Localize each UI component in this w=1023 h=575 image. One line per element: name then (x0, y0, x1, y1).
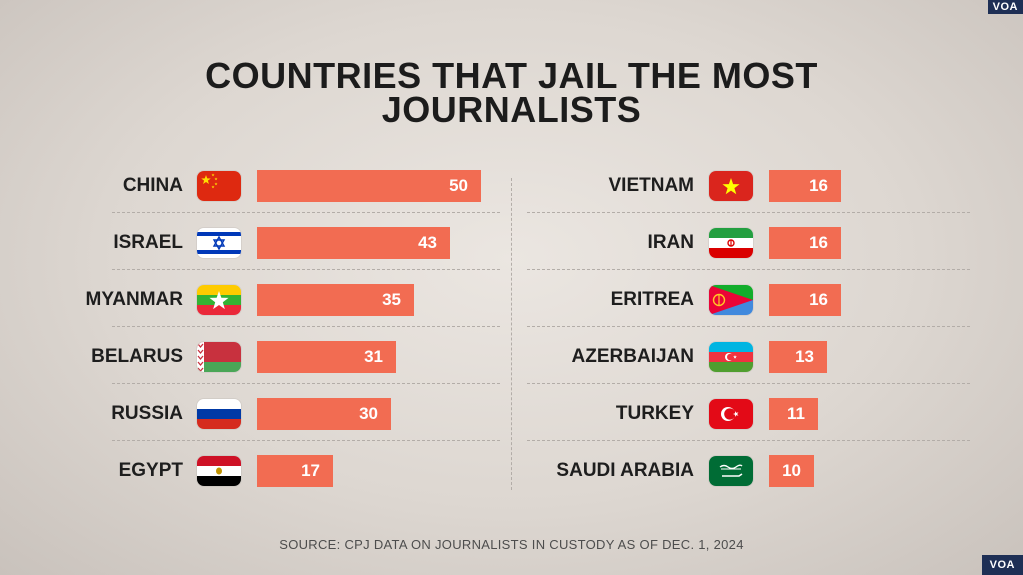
row-separator (527, 269, 970, 270)
eritrea-flag-icon (709, 285, 753, 315)
bar-israel: 43 (257, 227, 450, 259)
country-label-russia: RUSSIA (111, 403, 183, 424)
row-separator (112, 269, 500, 270)
bar-turkey: 11 (769, 398, 818, 430)
bar-azerbaijan: 13 (769, 341, 827, 373)
bar-china: 50 (257, 170, 481, 202)
egypt-flag-icon (197, 456, 241, 486)
country-label-belarus: BELARUS (91, 346, 183, 367)
country-label-vietnam: VIETNAM (608, 175, 695, 196)
chart-title: COUNTRIES THAT JAIL THE MOST (205, 55, 818, 96)
country-label-israel: ISRAEL (113, 232, 183, 253)
country-label-egypt: EGYPT (118, 460, 183, 481)
azerbaijan-flag-icon (709, 342, 753, 372)
country-label-iran: IRAN (647, 232, 694, 253)
column-divider (511, 178, 512, 490)
bar-belarus: 31 (257, 341, 396, 373)
country-label-saudi-arabia: SAUDI ARABIA (556, 460, 694, 481)
china-flag-icon (197, 171, 241, 201)
myanmar-flag-icon (197, 285, 241, 315)
saudi-arabia-flag-icon (709, 456, 753, 486)
country-label-azerbaijan: AZERBAIJAN (571, 346, 694, 367)
russia-flag-icon (197, 399, 241, 429)
country-label-myanmar: MYANMAR (85, 289, 183, 310)
country-label-eritrea: ERITREA (610, 289, 694, 310)
row-separator (527, 383, 970, 384)
iran-flag-icon (709, 228, 753, 258)
row-separator (527, 212, 970, 213)
row-separator (112, 326, 500, 327)
row-separator (527, 326, 970, 327)
country-label-china: CHINA (122, 175, 183, 196)
bar-eritrea: 16 (769, 284, 841, 316)
bar-egypt: 17 (257, 455, 333, 487)
chart-title-line-2: JOURNALISTS (381, 89, 642, 130)
row-separator (527, 440, 970, 441)
voa-logo: VOA (987, 0, 1023, 14)
israel-flag-icon (197, 228, 241, 258)
bar-vietnam: 16 (769, 170, 841, 202)
bar-russia: 30 (257, 398, 391, 430)
turkey-flag-icon (709, 399, 753, 429)
row-separator (112, 440, 500, 441)
source-note: SOURCE: CPJ DATA ON JOURNALISTS IN CUSTO… (279, 537, 744, 552)
belarus-flag-icon (197, 342, 241, 372)
row-separator (112, 212, 500, 213)
bar-saudi-arabia: 10 (769, 455, 814, 487)
voa-logo-bottom: VOA (981, 555, 1023, 575)
row-separator (112, 383, 500, 384)
country-label-turkey: TURKEY (615, 403, 694, 424)
bar-iran: 16 (769, 227, 841, 259)
vietnam-flag-icon (709, 171, 753, 201)
bar-myanmar: 35 (257, 284, 414, 316)
